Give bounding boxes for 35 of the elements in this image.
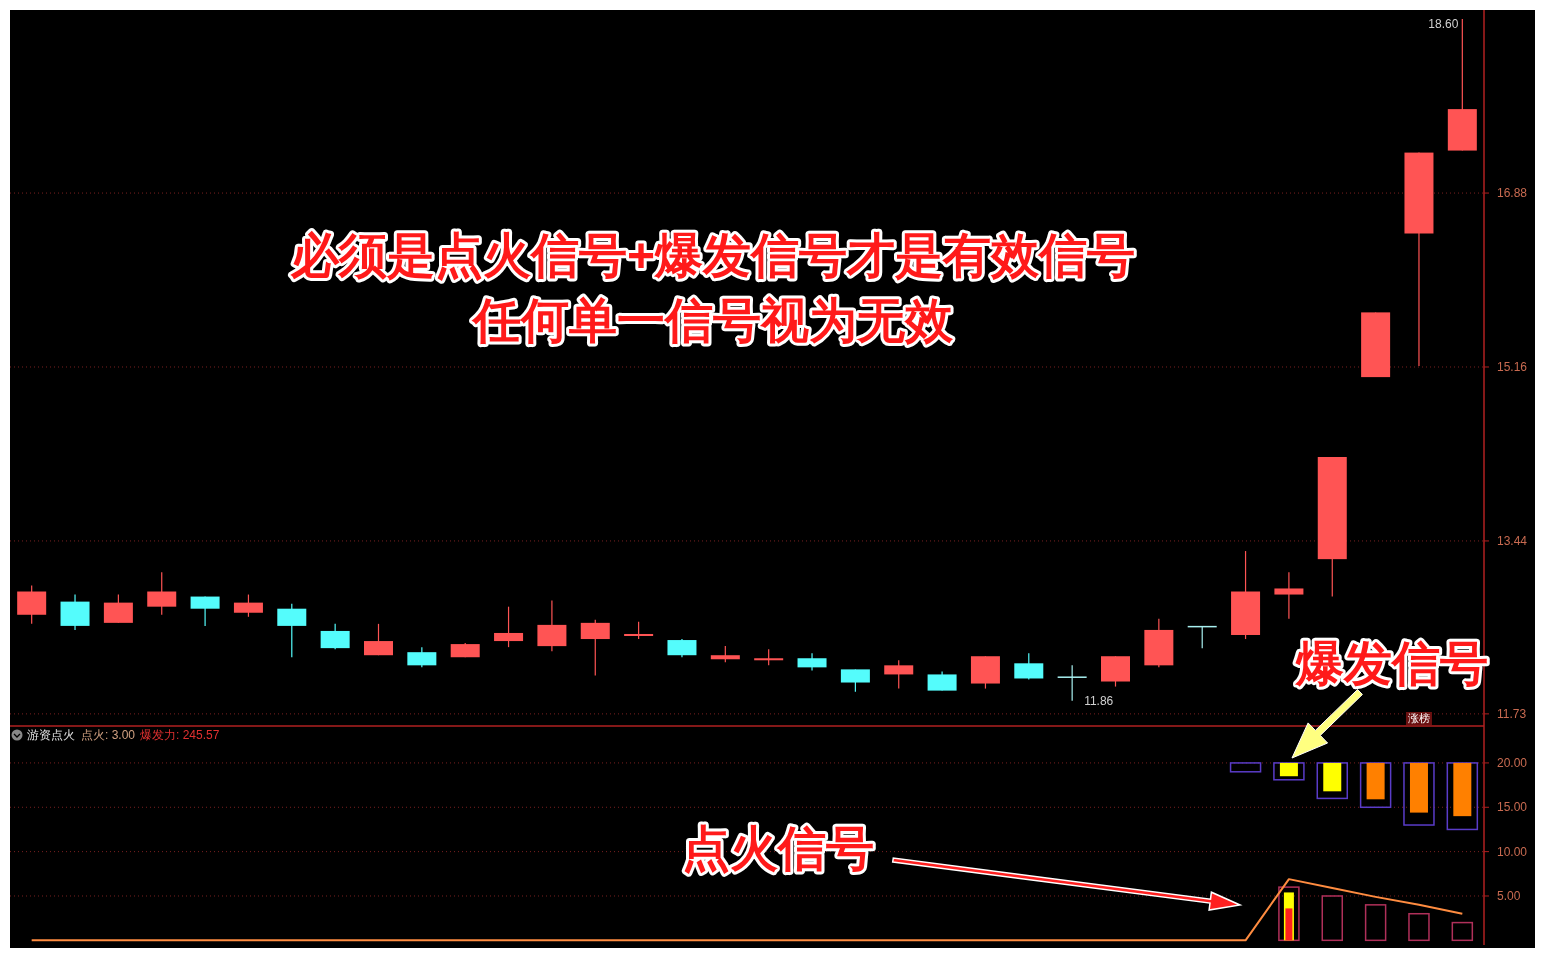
- chart-title: 游资点火: [27, 728, 75, 742]
- y-tick-label: 16.88: [1497, 186, 1528, 201]
- annotation: 任何单一信号视为无效: [471, 294, 954, 347]
- annotation: 爆发力: 245.57: [140, 728, 220, 742]
- y-tick-label: 10.00: [1497, 844, 1528, 859]
- bar: [1453, 762, 1472, 817]
- y-tick-label: 11.73: [1497, 706, 1527, 721]
- y-tick-label: 13.44: [1497, 533, 1528, 548]
- bar: [1278, 886, 1300, 942]
- annotation: 爆发信号: [1294, 637, 1488, 690]
- bar: [1451, 921, 1474, 942]
- annotation: 点火信号: [682, 822, 874, 875]
- bar: [1321, 895, 1344, 942]
- bar: [1403, 762, 1435, 826]
- annotation: 11.86: [1084, 694, 1114, 708]
- y-tick-label: 20.00: [1497, 755, 1528, 770]
- annotation: 涨榜: [1407, 712, 1430, 724]
- line-series: [30, 878, 1464, 942]
- candlestick: [1274, 571, 1304, 620]
- bar: [1273, 762, 1305, 781]
- bar: [1409, 762, 1428, 813]
- bar: [1408, 912, 1430, 942]
- bar: [1359, 762, 1392, 809]
- annotation: 18.60: [1428, 17, 1459, 31]
- annotation: 必须是点火信号+爆发信号才是有效信号: [289, 229, 1136, 282]
- bar: [1316, 762, 1349, 800]
- bar: [1364, 904, 1387, 942]
- annotation: 点火: 3.00: [81, 728, 136, 742]
- y-tick-label: 15.00: [1497, 800, 1528, 815]
- y-tick-label: 5.00: [1497, 888, 1521, 903]
- bar: [1229, 762, 1262, 773]
- y-tick-label: 15.16: [1497, 359, 1528, 374]
- candlestick: [1057, 664, 1087, 702]
- bar: [1446, 762, 1479, 831]
- bar: [1285, 908, 1293, 941]
